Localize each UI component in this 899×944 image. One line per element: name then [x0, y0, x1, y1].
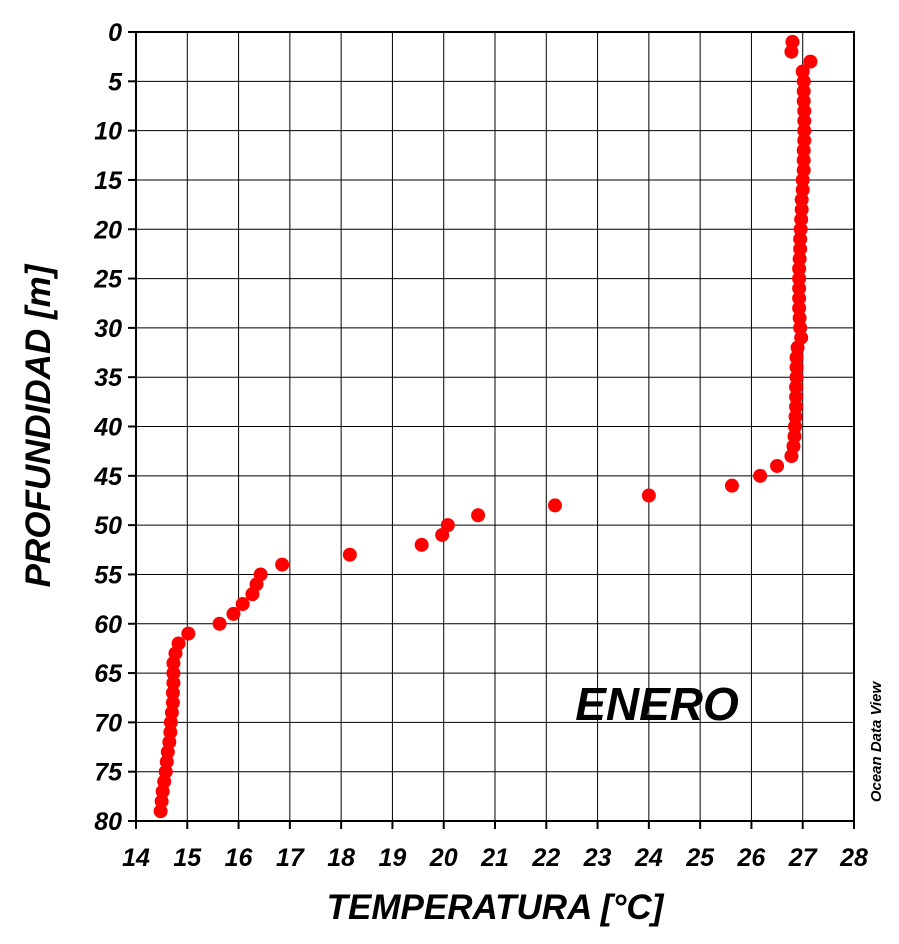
y-tick-label: 45 — [93, 463, 123, 491]
data-points — [153, 34, 818, 819]
data-point — [471, 508, 486, 523]
y-tick-label: 55 — [94, 561, 123, 589]
data-point — [789, 399, 804, 414]
data-point — [788, 409, 803, 424]
data-point — [792, 251, 807, 266]
data-point — [235, 597, 250, 612]
y-tick-label: 70 — [94, 709, 122, 737]
data-point — [165, 685, 180, 700]
data-point — [275, 557, 290, 572]
data-point — [163, 715, 178, 730]
x-tick-label: 27 — [788, 844, 818, 872]
y-tick-label: 5 — [108, 68, 123, 96]
data-point — [789, 360, 804, 375]
data-point — [784, 449, 799, 464]
y-tick-label: 35 — [94, 364, 123, 392]
data-point — [789, 389, 804, 404]
y-tick-label: 0 — [108, 19, 122, 47]
data-point — [796, 153, 811, 168]
data-point — [793, 232, 808, 247]
y-tick-label: 65 — [94, 660, 123, 688]
x-tick-label: 17 — [276, 844, 305, 872]
y-axis-label: PROFUNDIDAD [m] — [19, 263, 58, 587]
data-point — [795, 172, 810, 187]
data-point — [797, 133, 812, 148]
x-tick-label: 23 — [583, 844, 612, 872]
data-point — [797, 123, 812, 138]
x-tick-label: 24 — [634, 844, 663, 872]
data-point — [792, 271, 807, 286]
x-tick-label: 15 — [173, 844, 202, 872]
x-axis-ticks: 14 15 16 17 18 19 20 21 22 23 24 25 26 27 28 — [122, 821, 868, 872]
data-point — [753, 468, 768, 483]
data-point — [212, 616, 227, 631]
ocean-data-view-credit: Ocean Data View — [868, 681, 885, 803]
grid-lines — [135, 31, 855, 822]
y-tick-label: 80 — [94, 808, 122, 836]
data-point — [414, 537, 429, 552]
y-tick-label: 20 — [93, 216, 122, 244]
x-tick-label: 22 — [531, 844, 560, 872]
data-point — [784, 44, 799, 59]
data-point — [796, 84, 811, 99]
data-point — [641, 488, 656, 503]
x-tick-label: 28 — [839, 844, 868, 872]
data-point — [166, 675, 181, 690]
data-point — [166, 666, 181, 681]
data-point — [435, 527, 450, 542]
data-point — [789, 350, 804, 365]
data-point — [793, 241, 808, 256]
data-point — [181, 626, 196, 641]
y-tick-label: 60 — [94, 611, 122, 639]
y-tick-label: 75 — [94, 759, 123, 787]
y-tick-label: 10 — [94, 118, 122, 146]
x-tick-label: 14 — [122, 844, 150, 872]
data-point — [789, 370, 804, 385]
y-tick-label: 40 — [93, 414, 122, 442]
data-point — [793, 222, 808, 237]
data-point — [166, 656, 181, 671]
data-point — [797, 113, 812, 128]
data-point — [796, 143, 811, 158]
data-point — [792, 281, 807, 296]
data-point — [796, 74, 811, 89]
y-tick-label: 25 — [93, 266, 123, 294]
data-point — [245, 587, 260, 602]
data-point — [724, 478, 739, 493]
x-tick-label: 19 — [379, 844, 407, 872]
data-point — [794, 202, 809, 217]
data-point — [792, 261, 807, 276]
y-tick-label: 30 — [94, 315, 122, 343]
data-point — [788, 419, 803, 434]
data-point — [797, 103, 812, 118]
x-tick-label: 25 — [685, 844, 715, 872]
data-point — [794, 212, 809, 227]
y-axis-ticks: 0 5 10 15 20 25 30 35 40 45 50 55 60 65 70 75 80 — [93, 19, 136, 836]
month-annotation: ENERO — [575, 678, 739, 730]
data-point — [226, 606, 241, 621]
data-point — [803, 54, 818, 69]
data-point — [153, 804, 168, 819]
data-point — [342, 547, 357, 562]
y-tick-label: 15 — [94, 167, 123, 195]
data-point — [792, 301, 807, 316]
x-tick-label: 21 — [480, 844, 509, 872]
x-tick-label: 20 — [429, 844, 458, 872]
x-axis-label: TEMPERATURA [°C] — [327, 888, 665, 927]
data-point — [796, 94, 811, 109]
x-tick-label: 18 — [327, 844, 355, 872]
data-point — [770, 458, 785, 473]
y-tick-label: 50 — [94, 512, 122, 540]
x-tick-label: 16 — [225, 844, 254, 872]
data-point — [548, 498, 563, 513]
data-point — [794, 192, 809, 207]
data-point — [792, 311, 807, 326]
data-point — [789, 380, 804, 395]
data-point — [792, 291, 807, 306]
x-tick-label: 26 — [737, 844, 767, 872]
